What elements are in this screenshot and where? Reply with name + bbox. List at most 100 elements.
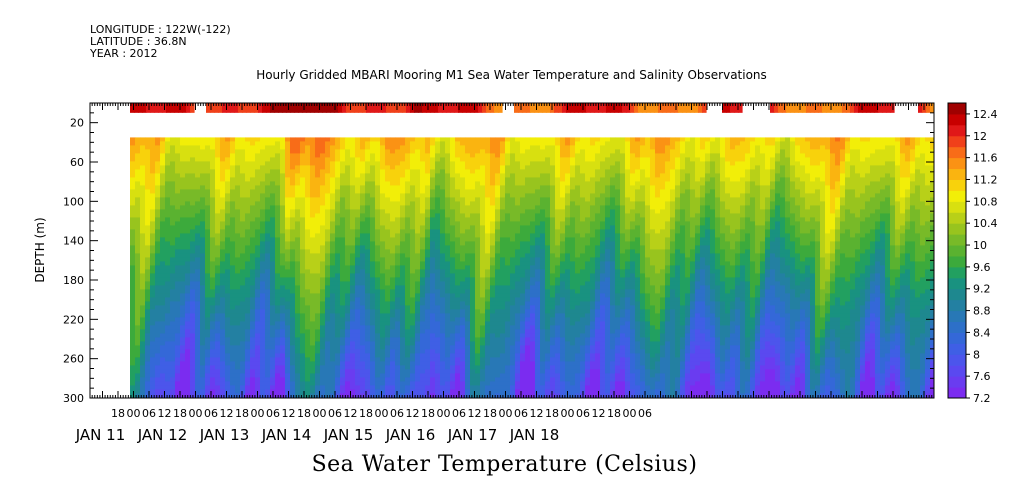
heatmap-cell: [485, 349, 491, 355]
heatmap-cell: [285, 381, 291, 387]
heatmap-cell: [200, 201, 206, 207]
heatmap-cell: [210, 165, 216, 171]
heatmap-cell: [375, 237, 381, 243]
heatmap-cell: [495, 317, 501, 323]
heatmap-cell: [330, 281, 336, 287]
heatmap-cell: [205, 201, 211, 207]
heatmap-cell: [435, 325, 441, 331]
heatmap-cell: [245, 333, 251, 339]
heatmap-cell: [200, 157, 206, 163]
heatmap-cell: [390, 201, 396, 207]
heatmap-cell: [320, 341, 326, 347]
heatmap-cell: [400, 353, 406, 359]
heatmap-cell: [475, 393, 481, 398]
heatmap-cell: [340, 149, 346, 155]
heatmap-cell: [280, 269, 286, 275]
heatmap-cell: [475, 325, 481, 331]
heatmap-cell: [430, 321, 436, 327]
heatmap-cell: [250, 345, 256, 351]
heatmap-cell: [245, 221, 251, 227]
heatmap-cell: [295, 305, 301, 311]
heatmap-cell: [385, 357, 391, 363]
heatmap-cell: [290, 189, 296, 195]
heatmap-cell: [270, 385, 276, 391]
heatmap-cell: [220, 257, 226, 263]
heatmap-cell: [140, 369, 146, 375]
heatmap-cell: [415, 197, 421, 203]
heatmap-cell: [205, 149, 211, 155]
heatmap-cell: [380, 253, 386, 259]
heatmap-cell: [205, 137, 211, 143]
heatmap-cell: [305, 257, 311, 263]
heatmap-cell: [130, 301, 136, 307]
heatmap-cell: [170, 201, 176, 207]
heatmap-cell: [230, 365, 236, 371]
heatmap-cell: [385, 253, 391, 259]
heatmap-cell: [160, 205, 166, 211]
heatmap-cell: [275, 257, 281, 263]
heatmap-cell: [430, 365, 436, 371]
heatmap-cell: [195, 269, 201, 275]
heatmap-cell: [500, 353, 506, 359]
heatmap-cell: [200, 365, 206, 371]
heatmap-cell: [320, 157, 326, 163]
heatmap-cell: [130, 305, 136, 311]
heatmap-cell: [335, 281, 341, 287]
heatmap-cell: [165, 205, 171, 211]
heatmap-cell: [465, 365, 471, 371]
heatmap-cell: [160, 257, 166, 263]
heatmap-cell: [255, 209, 261, 215]
heatmap-cell: [180, 245, 186, 251]
heatmap-cell: [430, 137, 436, 143]
heatmap-cell: [435, 337, 441, 343]
heatmap-cell: [420, 265, 426, 271]
heatmap-cell: [320, 181, 326, 187]
heatmap-cell: [330, 173, 336, 179]
heatmap-cell: [250, 385, 256, 391]
heatmap-cell: [450, 365, 456, 371]
heatmap-cell: [225, 385, 231, 391]
heatmap-cell: [140, 373, 146, 379]
heatmap-cell: [265, 169, 271, 175]
heatmap-cell: [220, 381, 226, 387]
heatmap-cell: [380, 161, 386, 167]
heatmap-cell: [165, 137, 171, 143]
heatmap-cell: [360, 329, 366, 335]
heatmap-cell: [440, 329, 446, 335]
heatmap-cell: [230, 393, 236, 398]
heatmap-cell: [390, 157, 396, 163]
heatmap-cell: [450, 213, 456, 219]
heatmap-cell: [410, 357, 416, 363]
heatmap-cell: [175, 205, 181, 211]
heatmap-cell: [245, 373, 251, 379]
heatmap-cell: [260, 153, 266, 159]
heatmap-cell: [220, 225, 226, 231]
heatmap-cell: [240, 241, 246, 247]
heatmap-cell: [485, 337, 491, 343]
heatmap-cell: [285, 229, 291, 235]
heatmap-cell: [135, 365, 141, 371]
heatmap-cell: [285, 333, 291, 339]
heatmap-cell: [500, 245, 506, 251]
heatmap-cell: [435, 141, 441, 147]
heatmap-cell: [350, 209, 356, 215]
heatmap-cell: [345, 213, 351, 219]
heatmap-cell: [195, 257, 201, 263]
heatmap-cell: [205, 221, 211, 227]
heatmap-cell: [295, 265, 301, 271]
heatmap-cell: [420, 237, 426, 243]
heatmap-cell: [265, 281, 271, 287]
heatmap-cell: [395, 189, 401, 195]
heatmap-cell: [440, 217, 446, 223]
heatmap-cell: [465, 225, 471, 231]
heatmap-cell: [300, 157, 306, 163]
heatmap-cell: [390, 253, 396, 259]
heatmap-cell: [505, 229, 511, 235]
heatmap-cell: [260, 369, 266, 375]
heatmap-cell: [195, 369, 201, 375]
heatmap-cell: [360, 333, 366, 339]
heatmap-cell: [460, 309, 466, 315]
heatmap-cell: [215, 193, 221, 199]
heatmap-cell: [190, 321, 196, 327]
heatmap-cell: [425, 381, 431, 387]
